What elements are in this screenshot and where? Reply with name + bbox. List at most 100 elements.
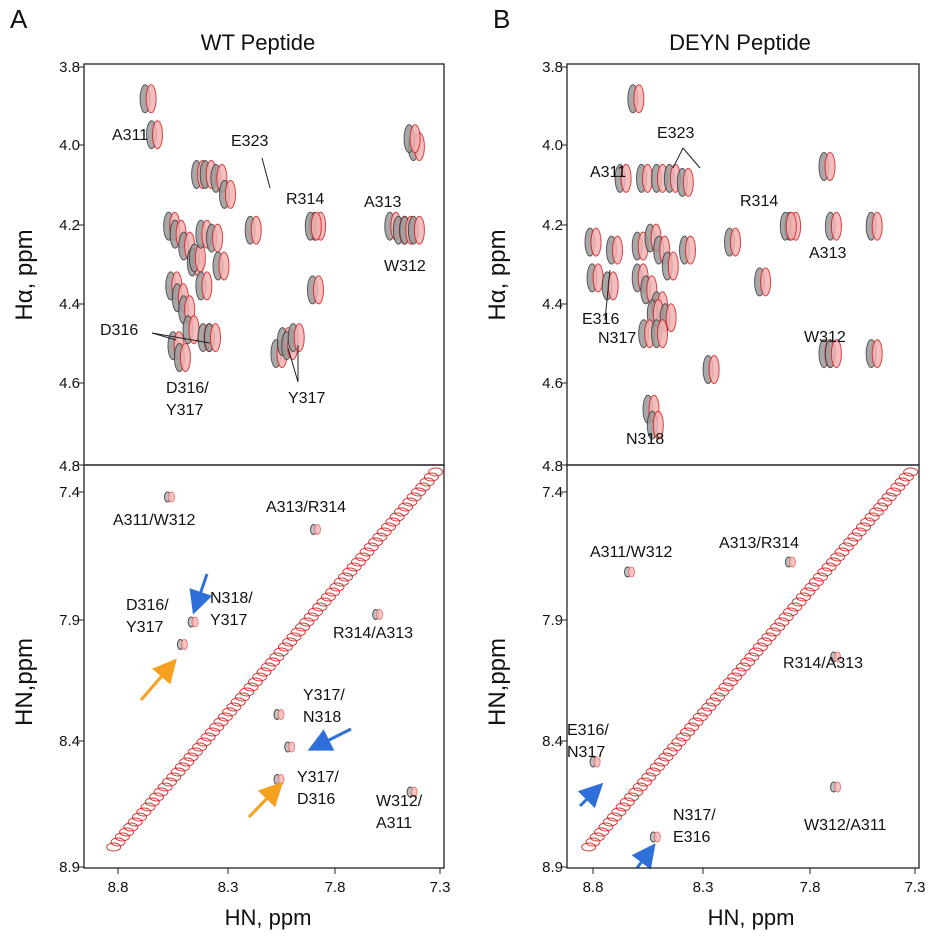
label-w312a311-a-line2: A311	[376, 815, 412, 832]
diagonal-peak-0-56	[346, 562, 362, 572]
cross-peak-red-1-5	[834, 781, 842, 793]
label-r314a313-a: R314/A313	[333, 625, 413, 642]
tick-b-bot-y-0: 7.4	[542, 484, 563, 501]
tick-a-x-3: 7.3	[430, 879, 451, 896]
tick-b-top-y-5: 4.8	[542, 458, 563, 475]
diagonal-peak-1-44	[770, 622, 786, 632]
leader-d316-a-2	[151, 332, 211, 344]
tick-b-bot-y-3: 8.9	[542, 859, 563, 876]
peak-red-1-34	[652, 410, 664, 440]
diagonal-peak-1-28	[701, 702, 717, 712]
diagonal-peak-1-61	[843, 537, 859, 547]
label-r314-b: R314	[740, 193, 778, 210]
peak-red-0-35	[293, 323, 305, 353]
peak-marks	[106, 84, 919, 852]
cross-peak-red-0-0	[168, 491, 175, 503]
diagonal-peak-1-38	[744, 652, 760, 662]
diagonal-peak-0-43	[290, 627, 306, 637]
diagonal-peak-1-37	[740, 657, 756, 667]
label-n317-b: N317	[598, 330, 636, 347]
diagonal-peak-0-17	[179, 757, 195, 767]
diagonal-peak-1-53	[808, 577, 824, 587]
panel-b-bottom-ylabel: HN,ppm	[484, 638, 511, 726]
diagonal-peak-0-9	[144, 797, 160, 807]
diagonal-peak-1-74	[898, 472, 914, 482]
peak-red-1-26	[665, 303, 677, 333]
label-y317d316-line2: D316	[297, 791, 335, 808]
diagonal-peak-1-9	[619, 797, 635, 807]
peak-red-1-7	[785, 211, 797, 241]
label-r314a313-b: R314/A313	[783, 655, 863, 672]
panel-a-bottom-ylabel: HN,ppm	[11, 638, 38, 726]
tick-a-top-y-5: 4.8	[59, 458, 80, 475]
diagonal-peak-0-36	[260, 662, 276, 672]
diagonal-peak-1-46	[778, 612, 794, 622]
label-e316n317-line1: E316/	[567, 722, 609, 739]
diagonal-peak-1-71	[886, 487, 901, 497]
diagonal-peak-1-5	[602, 817, 618, 827]
diagonal-peak-0-62	[372, 532, 388, 542]
diagonal-peak-1-10	[624, 792, 640, 802]
label-r314-a: R314	[286, 191, 324, 208]
peak-red-1-12	[871, 211, 883, 241]
diagonal-peak-1-48	[787, 602, 803, 612]
tick-b-bot-y-2: 8.4	[542, 733, 563, 750]
diagonal-peak-1-23	[680, 727, 695, 737]
tick-a-bot-y-1: 7.9	[59, 612, 80, 629]
diagonal-peak-0-38	[269, 652, 285, 662]
diagonal-peak-1-58	[830, 552, 846, 562]
diagonal-peak-1-60	[838, 542, 854, 552]
label-a311-b: A311	[590, 164, 626, 181]
blue-arrow-icon-b1	[577, 782, 604, 809]
diagonal-peak-0-30	[235, 692, 250, 702]
diagonal-peak-1-27	[697, 707, 713, 717]
diagonal-peak-0-44	[295, 622, 311, 632]
diagonal-peak-1-39	[748, 647, 764, 657]
cross-peak-red-0-4	[376, 609, 384, 620]
panel-a-top-ylabel: Hα, ppm	[11, 229, 38, 320]
diagonal-peak-0-28	[226, 702, 242, 712]
diagonal-peak-1-19	[662, 747, 678, 757]
tick-a-top-y-3: 4.4	[59, 296, 80, 313]
peak-red-0-26	[179, 343, 191, 372]
tick-a-top-y-2: 4.2	[59, 217, 80, 234]
label-n317e316-line1: N317/	[673, 807, 716, 824]
diagonal-peak-0-47	[308, 607, 323, 617]
label-a311w312-a: A311/W312	[113, 512, 196, 529]
diagonal-peak-0-35	[256, 667, 272, 677]
tick-a-top-y-4: 4.6	[59, 375, 80, 392]
label-e316-b: E316	[582, 311, 619, 328]
panel-letter-b: B	[493, 4, 510, 34]
diagonal-peak-1-15	[645, 767, 661, 777]
tick-a-x-2: 7.8	[325, 879, 346, 896]
diagonal-peak-0-14	[166, 772, 182, 782]
leader-y317-a-1	[287, 347, 299, 383]
diagonal-peak-1-50	[795, 592, 811, 602]
diagonal-peak-1-20	[667, 742, 683, 752]
diagonal-peak-0-57	[350, 557, 366, 567]
cross-peak-red-0-7	[277, 774, 285, 785]
label-y317n318-line1: Y317/	[303, 687, 345, 704]
cross-peak-red-0-2	[180, 639, 188, 650]
label-d316y317-b-line2: Y317	[126, 619, 163, 636]
label-a313-b: A313	[809, 245, 846, 262]
diagonal-peak-1-56	[821, 562, 837, 572]
tick-b-top-y-2: 4.2	[542, 217, 563, 234]
diagonal-peak-1-41	[757, 637, 773, 647]
peak-red-0-14	[409, 124, 421, 154]
diagonal-peak-1-49	[791, 597, 807, 607]
peak-red-1-13	[590, 227, 602, 257]
tick-b-x-2: 7.8	[800, 879, 821, 896]
diagonal-peak-0-65	[385, 517, 401, 527]
diagonal-peak-1-55	[817, 567, 833, 577]
diagonal-peak-1-18	[658, 752, 674, 762]
diagonal-peak-1-63	[851, 527, 867, 537]
diagonal-peak-1-34	[727, 672, 743, 682]
diagonal-peak-0-4	[123, 822, 139, 832]
panel-b-xlabel: HN, ppm	[708, 905, 795, 930]
diagonal-peak-1-47	[783, 607, 798, 617]
peak-red-1-14	[612, 235, 623, 265]
tick-b-top-y-4: 4.6	[542, 375, 563, 392]
label-w312-b: W312	[804, 329, 846, 346]
